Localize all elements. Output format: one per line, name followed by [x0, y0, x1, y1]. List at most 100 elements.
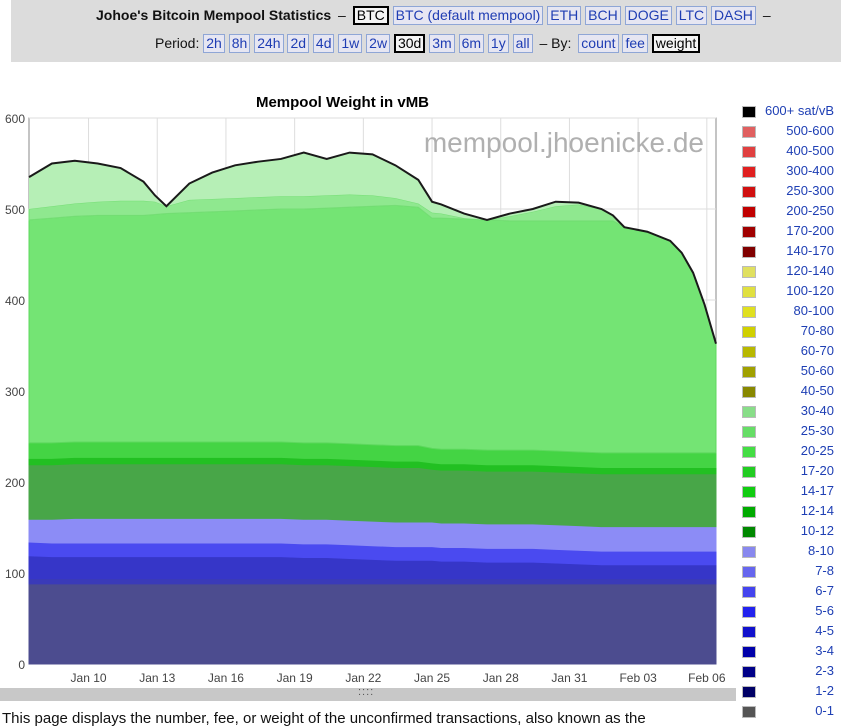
legend-item[interactable]: 17-20: [738, 462, 834, 482]
legend-label: 300-400: [786, 163, 834, 178]
period-tab-30d[interactable]: 30d: [393, 34, 426, 53]
mempool-weight-chart: Mempool Weight in vMB 0 100 200 300 400 500 600…: [5, 94, 726, 684]
legend-item[interactable]: 0-1: [738, 702, 834, 722]
legend-item[interactable]: 1-2: [738, 682, 834, 702]
period-tab-1y[interactable]: 1y: [487, 34, 509, 53]
coin-tab-btc[interactable]: BTC: [352, 6, 389, 25]
x-tick-label: Jan 28: [483, 671, 519, 684]
period-tab-2d[interactable]: 2d: [287, 34, 310, 53]
legend-item[interactable]: 10-12: [738, 522, 834, 542]
area-20-25: [28, 204, 717, 454]
legend-label: 0-1: [815, 703, 834, 718]
coin-tab-eth[interactable]: ETH: [547, 6, 582, 25]
legend-item[interactable]: 12-14: [738, 502, 834, 522]
legend-item[interactable]: 70-80: [738, 322, 834, 342]
period-tab-6m[interactable]: 6m: [458, 34, 485, 53]
legend-swatch: [742, 386, 756, 398]
period-tab-3m[interactable]: 3m: [429, 34, 455, 53]
legend-item[interactable]: 500-600: [738, 122, 834, 142]
legend-label: 4-5: [815, 623, 834, 638]
legend-item[interactable]: 3-4: [738, 642, 834, 662]
legend-label: 5-6: [815, 603, 834, 618]
chart-scrollbar[interactable]: ::::: [0, 686, 736, 701]
legend-item[interactable]: 100-120: [738, 282, 834, 302]
legend-label: 12-14: [800, 503, 834, 518]
coin-tab-btc-default-mempool[interactable]: BTC (default mempool): [392, 6, 544, 25]
period-tab-24h[interactable]: 24h: [254, 34, 284, 53]
legend-swatch: [742, 526, 756, 538]
legend-item[interactable]: 40-50: [738, 382, 834, 402]
scroll-grip[interactable]: ::::: [358, 686, 375, 698]
legend-item[interactable]: 20-25: [738, 442, 834, 462]
period-tab-2w[interactable]: 2w: [366, 34, 391, 53]
legend-swatch: [742, 126, 756, 138]
x-tick-label: Jan 19: [277, 671, 313, 684]
legend-item[interactable]: 7-8: [738, 562, 834, 582]
legend-item[interactable]: 60-70: [738, 342, 834, 362]
legend-label: 17-20: [800, 463, 834, 478]
legend-item[interactable]: 80-100: [738, 302, 834, 322]
coin-tab-doge[interactable]: DOGE: [624, 6, 672, 25]
x-tick-label: Jan 16: [208, 671, 244, 684]
y-tick-label: 200: [5, 476, 25, 490]
legend-item[interactable]: 25-30: [738, 422, 834, 442]
legend-swatch: [742, 626, 756, 638]
legend-item[interactable]: 2-3: [738, 662, 834, 682]
legend-item[interactable]: 50-60: [738, 362, 834, 382]
legend-label: 14-17: [800, 483, 834, 498]
legend-label: 1-2: [815, 683, 834, 698]
legend-item[interactable]: 8-10: [738, 542, 834, 562]
by-label: – By:: [539, 35, 572, 51]
legend-label: 6-7: [815, 583, 834, 598]
legend-label: 10-12: [800, 523, 834, 538]
page-title: Johoe's Bitcoin Mempool Statistics: [96, 7, 332, 23]
legend-swatch: [742, 406, 756, 418]
legend-swatch: [742, 566, 756, 578]
legend-item[interactable]: 250-300: [738, 182, 834, 202]
legend-item[interactable]: 120-140: [738, 262, 834, 282]
legend-label: 400-500: [786, 143, 834, 158]
period-tab-all[interactable]: all: [512, 34, 533, 53]
legend-label: 2-3: [815, 663, 834, 678]
x-tick-label: Feb 03: [619, 671, 657, 684]
legend-item[interactable]: 400-500: [738, 142, 834, 162]
legend-swatch: [742, 646, 756, 658]
legend-item[interactable]: 30-40: [738, 402, 834, 422]
period-tab-1w[interactable]: 1w: [338, 34, 363, 53]
legend-item[interactable]: 6-7: [738, 582, 834, 602]
legend-swatch: [742, 666, 756, 678]
x-tick-label: Jan 31: [551, 671, 587, 684]
legend-label: 500-600: [786, 123, 834, 138]
by-tab-count[interactable]: count: [578, 34, 619, 53]
legend-item[interactable]: 4-5: [738, 622, 834, 642]
period-tab-8h[interactable]: 8h: [228, 34, 251, 53]
x-tick-label: Jan 25: [414, 671, 450, 684]
legend-swatch: [742, 106, 756, 118]
x-tick-label: Jan 22: [345, 671, 381, 684]
period-tab-2h[interactable]: 2h: [203, 34, 225, 53]
legend-swatch: [742, 326, 756, 338]
coin-tab-bch[interactable]: BCH: [585, 6, 621, 25]
legend-swatch: [742, 486, 756, 498]
legend-label: 7-8: [815, 563, 834, 578]
chart-title: Mempool Weight in vMB: [256, 94, 429, 111]
legend-label: 25-30: [800, 423, 834, 438]
legend-label: 250-300: [786, 183, 834, 198]
by-tab-weight[interactable]: weight: [651, 34, 701, 53]
legend-label: 600+ sat/vB: [764, 103, 834, 118]
legend-item[interactable]: 14-17: [738, 482, 834, 502]
legend-swatch: [742, 606, 756, 618]
legend-item[interactable]: 600+ sat/vB: [738, 102, 834, 122]
legend-item[interactable]: 5-6: [738, 602, 834, 622]
coin-tab-dash[interactable]: DASH: [711, 6, 756, 25]
legend-item[interactable]: 170-200: [738, 222, 834, 242]
period-tab-4d[interactable]: 4d: [312, 34, 335, 53]
legend-item[interactable]: 200-250: [738, 202, 834, 222]
total-line: [28, 151, 717, 344]
legend-item[interactable]: 140-170: [738, 242, 834, 262]
legend-item[interactable]: 300-400: [738, 162, 834, 182]
legend-label: 40-50: [800, 383, 834, 398]
coin-tab-ltc[interactable]: LTC: [675, 6, 708, 25]
by-tab-fee[interactable]: fee: [622, 34, 648, 53]
legend-swatch: [742, 706, 756, 718]
